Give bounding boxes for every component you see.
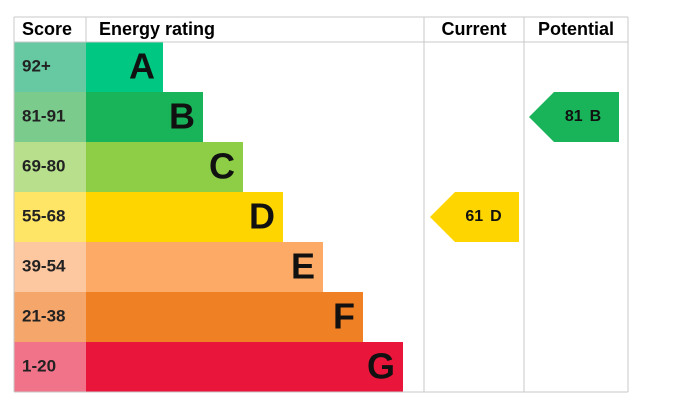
rating-bar [86, 142, 243, 192]
score-cell [14, 92, 86, 142]
score-cell [14, 142, 86, 192]
score-cell [14, 192, 86, 242]
header-rating: Energy rating [99, 19, 215, 39]
current-letter: D [490, 208, 502, 225]
header-potential: Potential [538, 19, 614, 39]
potential-arrow [529, 92, 619, 142]
score-cell [14, 242, 86, 292]
rating-bar [86, 292, 363, 342]
score-label: 69-80 [22, 156, 65, 175]
rating-letter: E [291, 246, 315, 287]
score-label: 21-38 [22, 306, 65, 325]
potential-label: 81 B [565, 108, 601, 125]
rating-letter: G [367, 346, 395, 387]
header-current: Current [441, 19, 506, 39]
header-score: Score [22, 19, 72, 39]
rating-bar [86, 92, 203, 142]
rating-letter: A [129, 46, 155, 87]
current-arrow [430, 192, 519, 242]
current-label: 61 D [465, 208, 501, 225]
score-cell [14, 292, 86, 342]
rating-bar [86, 42, 163, 92]
score-cell [14, 42, 86, 92]
rating-letter: C [209, 146, 235, 187]
score-label: 55-68 [22, 206, 65, 225]
potential-value: 81 [565, 108, 583, 125]
potential-letter: B [590, 108, 602, 125]
rating-bar [86, 242, 323, 292]
rating-bar [86, 342, 403, 392]
rating-letter: D [249, 196, 275, 237]
score-label: 81-91 [22, 106, 65, 125]
rating-letter: B [169, 96, 195, 137]
rating-bar [86, 192, 283, 242]
score-label: 39-54 [22, 256, 66, 275]
score-label: 92+ [22, 56, 51, 75]
score-cell [14, 342, 86, 392]
current-value: 61 [465, 208, 483, 225]
rating-letter: F [333, 296, 355, 337]
score-label: 1-20 [22, 356, 56, 375]
